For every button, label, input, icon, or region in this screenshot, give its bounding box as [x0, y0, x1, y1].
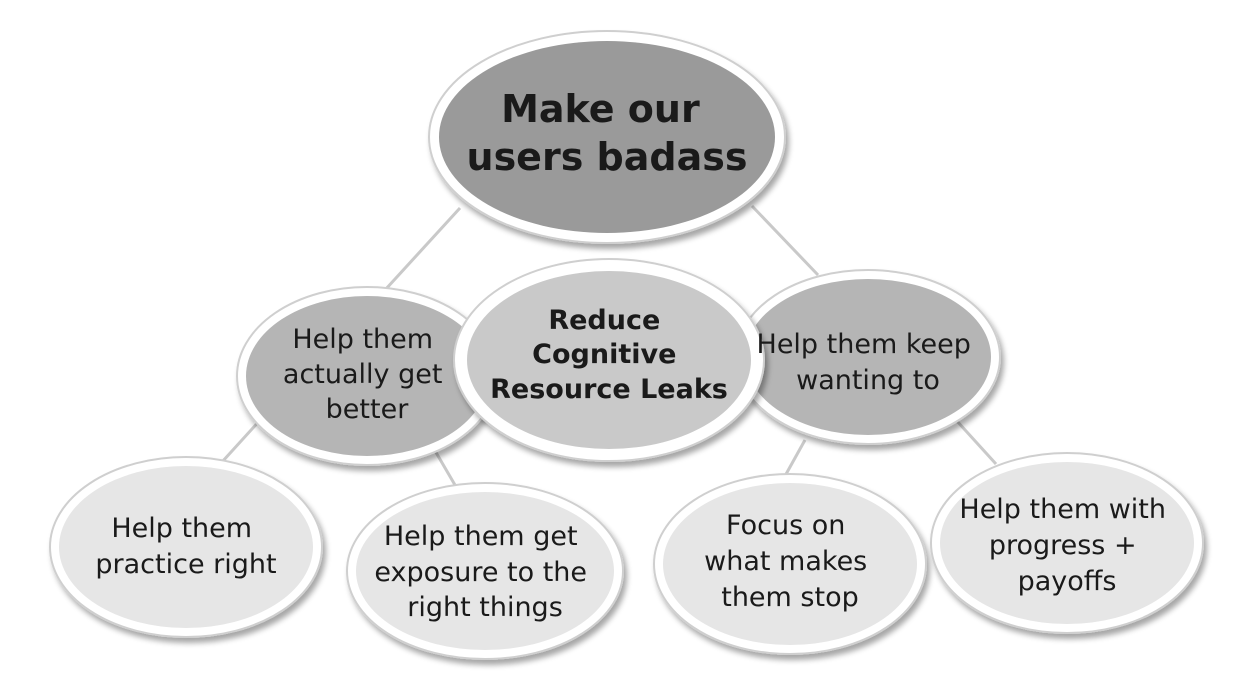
top-node-label: Make our users badass [467, 87, 748, 179]
leaf-practice-shape [59, 466, 313, 628]
right-branch-label: Help them keep wanting to [757, 329, 980, 396]
leaf-practice-label: Help them practice right [95, 513, 276, 580]
left-branch-line: better [326, 394, 410, 425]
leaf-exposure-line: exposure to the [374, 557, 587, 588]
right-branch-shape [745, 279, 991, 435]
top-node-shape [439, 41, 775, 233]
right-branch-line: wanting to [796, 365, 940, 396]
top-node-line: Make our [501, 87, 700, 131]
center-node-shape [467, 271, 751, 449]
center-node-line: Resource Leaks [490, 374, 728, 405]
right-branch-node [735, 269, 1001, 445]
top-node-line: users badass [467, 135, 748, 179]
connectors [220, 204, 998, 486]
left-branch-line: Help them [292, 324, 433, 355]
leaf-exposure-shape [356, 492, 614, 650]
center-node-line: Reduce [548, 305, 660, 336]
connector-right-progress [954, 418, 998, 466]
leaf-progress [930, 452, 1204, 634]
center-node-line: Cognitive [532, 339, 676, 370]
leaf-progress-line: payoffs [1018, 566, 1117, 597]
connector-right-focus [783, 439, 807, 477]
connector-left-exposure [432, 448, 457, 486]
leaf-progress-label: Help them with progress + payoffs [959, 494, 1174, 597]
left-branch-line: actually get [283, 359, 443, 390]
leaf-focus-label: Focus on what makes them stop [704, 510, 876, 613]
leaf-progress-line: Help them with [959, 494, 1166, 525]
leaf-focus-line: them stop [721, 582, 859, 613]
top-node [428, 30, 786, 244]
left-branch-shape [246, 296, 488, 456]
leaf-focus [653, 473, 927, 655]
center-node [453, 258, 765, 462]
left-branch-label: Help them actually get better [283, 324, 451, 425]
leaf-progress-shape [940, 462, 1194, 624]
leaf-exposure-line: right things [407, 592, 563, 623]
right-branch-line: Help them keep [757, 329, 971, 360]
leaf-focus-line: Focus on [726, 510, 845, 541]
leaf-practice-line: Help them [111, 513, 252, 544]
leaf-exposure [346, 482, 624, 660]
leaf-exposure-line: Help them get [384, 521, 578, 552]
connector-top-left [383, 206, 462, 292]
leaf-focus-shape [663, 483, 917, 645]
leaf-practice-line: practice right [95, 549, 276, 580]
leaf-practice [49, 456, 323, 638]
left-branch-node [236, 286, 498, 466]
leaf-focus-line: what makes [704, 546, 867, 577]
connector-left-practice [220, 416, 264, 464]
leaf-progress-line: progress + [989, 530, 1137, 561]
leaf-exposure-label: Help them get exposure to the right thin… [374, 521, 595, 623]
center-node-label: Reduce Cognitive Resource Leaks [490, 305, 728, 405]
connector-top-right [750, 204, 820, 277]
